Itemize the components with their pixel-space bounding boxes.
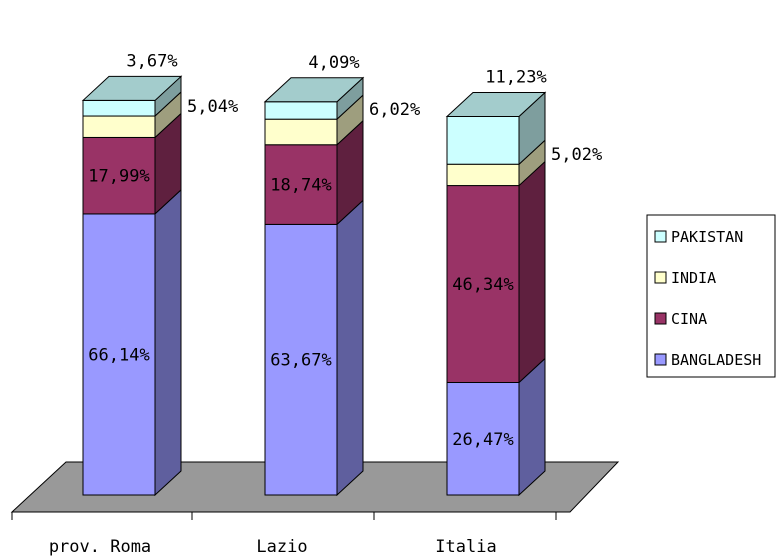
bar-pakistan-italia bbox=[446, 115, 520, 165]
bars bbox=[81, 75, 547, 497]
data-label-cina-prov-roma: 17,99% bbox=[88, 167, 149, 187]
legend-swatch-india bbox=[654, 271, 667, 284]
data-label-bangladesh-prov-roma: 66,14% bbox=[88, 345, 149, 365]
data-label-bangladesh-lazio: 63,67% bbox=[270, 351, 331, 371]
data-label-bangladesh-italia: 26,47% bbox=[452, 430, 513, 450]
data-labels: 66,14% 17,99% 5,04% 3,67% 63,67% 18,74% 6,02% 4… bbox=[88, 51, 602, 449]
legend: PAKISTAN INDIA CINA BANGLADESH bbox=[646, 214, 776, 378]
bar-stack-italia bbox=[445, 91, 547, 497]
legend-swatch-bangladesh bbox=[654, 353, 667, 366]
legend-swatch-cina bbox=[654, 312, 667, 325]
bar-top-prov-roma bbox=[81, 75, 183, 101]
bar-india-prov-roma bbox=[82, 115, 156, 138]
category-labels: prov. Roma Lazio Italia bbox=[49, 537, 497, 557]
data-label-india-prov-roma: 5,04% bbox=[187, 97, 238, 117]
bar-india-italia bbox=[446, 163, 520, 187]
bar-cina-italia-side bbox=[518, 160, 546, 384]
category-label-italia: Italia bbox=[435, 537, 496, 557]
bar-pakistan-prov-roma bbox=[82, 99, 156, 117]
bar-bangladesh-prov-roma-side bbox=[154, 188, 182, 497]
legend-box bbox=[646, 214, 776, 378]
data-label-cina-lazio: 18,74% bbox=[270, 176, 331, 196]
data-label-pakistan-lazio: 4,09% bbox=[308, 53, 359, 73]
bar-india-lazio bbox=[264, 118, 338, 146]
category-label-prov-roma: prov. Roma bbox=[49, 537, 151, 557]
legend-label-india: INDIA bbox=[671, 269, 716, 287]
bar-stack-prov-roma bbox=[81, 75, 183, 497]
legend-swatch-pakistan bbox=[654, 230, 667, 243]
bar-pakistan-lazio bbox=[264, 101, 338, 120]
data-label-india-lazio: 6,02% bbox=[369, 100, 420, 120]
bar-top-lazio bbox=[263, 77, 365, 103]
category-label-lazio: Lazio bbox=[256, 537, 307, 557]
legend-label-bangladesh: BANGLADESH bbox=[671, 351, 761, 369]
data-label-cina-italia: 46,34% bbox=[452, 275, 513, 295]
legend-label-cina: CINA bbox=[671, 310, 707, 328]
bar-bangladesh-lazio-side bbox=[336, 199, 364, 497]
data-label-pakistan-prov-roma: 3,67% bbox=[126, 51, 177, 71]
bar-bangladesh-italia bbox=[446, 382, 520, 496]
legend-label-pakistan: PAKISTAN bbox=[671, 228, 743, 246]
x-axis bbox=[11, 511, 570, 520]
bar-stack-lazio bbox=[263, 76, 365, 497]
data-label-india-italia: 5,02% bbox=[551, 145, 602, 165]
bar-top-italia bbox=[445, 91, 547, 117]
data-label-pakistan-italia: 11,23% bbox=[485, 67, 546, 87]
bar-cina-italia bbox=[446, 185, 520, 384]
